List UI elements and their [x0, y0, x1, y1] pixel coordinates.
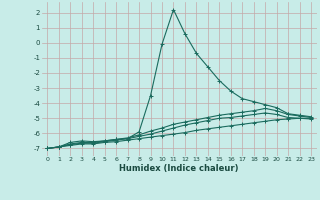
X-axis label: Humidex (Indice chaleur): Humidex (Indice chaleur) [119, 164, 239, 173]
